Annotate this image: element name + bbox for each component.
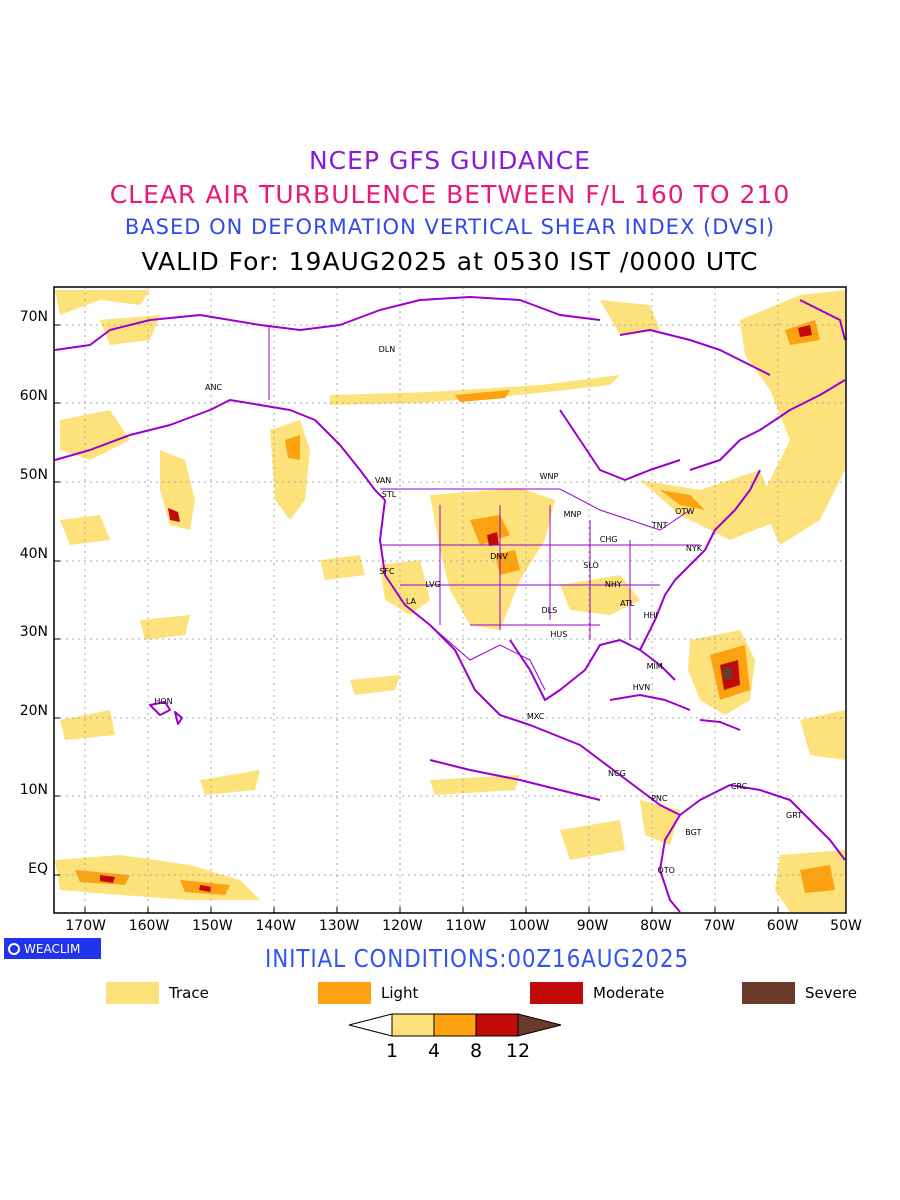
- colorbar-tick-4: 4: [427, 1040, 441, 1062]
- lon-label-90w: 90W: [576, 918, 609, 934]
- legend-swatch-trace: [106, 982, 159, 1004]
- lon-label-170w: 170W: [65, 918, 106, 934]
- legend-severe: Severe: [742, 982, 857, 1004]
- lat-label-eq: EQ: [28, 860, 48, 877]
- severe-areas: [722, 666, 733, 680]
- city-label-slo: SLO: [583, 560, 599, 570]
- city-label-nhy: NHY: [604, 579, 622, 589]
- city-label-mim: MIM: [646, 661, 663, 671]
- initial-conditions: INITIAL CONDITIONS:00Z16AUG2025: [265, 944, 689, 973]
- lon-label-140w: 140W: [255, 918, 297, 934]
- light-areas: [75, 320, 835, 895]
- city-label-tnt: TNT: [651, 520, 668, 530]
- graticule: [54, 287, 846, 913]
- city-label-lvg: LVG: [425, 579, 441, 589]
- legend-label-trace: Trace: [169, 984, 209, 1002]
- city-label-dln: DLN: [378, 344, 396, 354]
- city-label-hus: HUS: [550, 630, 568, 640]
- title-line-2: CLEAR AIR TURBULENCE BETWEEN F/L 160 TO …: [109, 180, 791, 209]
- legend-moderate: Moderate: [530, 982, 664, 1004]
- logo-circle-icon: [8, 942, 20, 955]
- legend-swatch-severe: [742, 982, 795, 1004]
- lon-label-50w: 50W: [830, 918, 862, 934]
- city-label-mnp: MNP: [563, 510, 582, 520]
- lon-label-110w: 110W: [445, 918, 487, 934]
- colorbar-tick-1: 1: [385, 1040, 399, 1062]
- lat-label-40n: 40N: [19, 545, 48, 562]
- city-label-sfc: SFC: [379, 567, 395, 577]
- lon-label-120w: 120W: [382, 918, 423, 934]
- city-label-hhi: HHI: [643, 611, 658, 621]
- map-frame: [53, 286, 847, 914]
- colorbar: [348, 1013, 562, 1037]
- moderate-areas: [100, 325, 812, 892]
- lat-label-50n: 50N: [19, 466, 48, 483]
- lat-label-30n: 30N: [19, 624, 48, 641]
- legend-trace: Trace: [106, 982, 209, 1004]
- ticks: [54, 324, 779, 913]
- city-label-qto: QTO: [657, 866, 675, 876]
- valid-time: VALID For: 19AUG2025 at 0530 IST /0000 U…: [141, 247, 759, 276]
- lon-label-160w: 160W: [128, 918, 170, 934]
- legend-swatch-light: [318, 982, 371, 1004]
- city-label-crc: CRC: [730, 782, 748, 791]
- city-label-dnv: DNV: [490, 552, 508, 562]
- city-label-mxc: MXC: [526, 711, 545, 721]
- logo-text: WEACLIM: [24, 941, 81, 956]
- city-label-nyk: NYK: [685, 544, 703, 554]
- lon-label-150w: 150W: [192, 918, 233, 934]
- title-line-1: NCEP GFS GUIDANCE: [308, 146, 591, 175]
- city-label-wnp: WNP: [539, 471, 559, 481]
- lat-label-60n: 60N: [19, 388, 48, 405]
- city-label-stl: STL: [381, 489, 397, 499]
- legend-swatch-moderate: [530, 982, 583, 1004]
- legend-light: Light: [318, 982, 418, 1004]
- city-label-dls: DLS: [541, 606, 558, 616]
- coastlines: [54, 296, 846, 913]
- colorbar-light: [433, 1013, 477, 1037]
- city-label-hon: HON: [154, 696, 173, 706]
- lat-label-10n: 10N: [19, 781, 48, 798]
- lon-label-130w: 130W: [318, 918, 360, 934]
- lon-label-70w: 70W: [703, 918, 736, 934]
- weaclim-logo: WEACLIM: [4, 938, 101, 959]
- colorbar-moderate: [475, 1013, 519, 1037]
- colorbar-tick-12: 12: [505, 1040, 531, 1062]
- city-label-ncg: NCG: [608, 769, 626, 779]
- city-label-bgt: BGT: [685, 827, 702, 837]
- city-label-otw: OTW: [675, 507, 695, 517]
- borders: [268, 325, 700, 691]
- city-label-grt: GRT: [786, 811, 803, 821]
- legend-label-severe: Severe: [805, 984, 857, 1002]
- city-label-atl: ATL: [620, 599, 635, 609]
- city-label-pnc: PNC: [651, 793, 668, 803]
- legend-label-light: Light: [381, 984, 419, 1002]
- title-line-3: BASED ON DEFORMATION VERTICAL SHEAR INDE…: [124, 215, 776, 239]
- colorbar-below: [348, 1013, 393, 1037]
- city-label-anc: ANC: [205, 382, 223, 392]
- trace-areas: [55, 290, 845, 912]
- lat-label-20n: 20N: [19, 703, 48, 720]
- city-label-chg: CHG: [599, 534, 618, 544]
- city-label-la: LA: [405, 596, 416, 606]
- lon-label-100w: 100W: [508, 918, 550, 934]
- city-label-hvn: HVN: [632, 682, 651, 692]
- lon-label-80w: 80W: [640, 918, 672, 934]
- legend-label-moderate: Moderate: [593, 984, 665, 1002]
- colorbar-trace: [391, 1013, 435, 1037]
- city-label-van: VAN: [374, 476, 392, 486]
- colorbar-tick-8: 8: [469, 1040, 483, 1062]
- colorbar-severe: [517, 1013, 562, 1037]
- lat-label-70n: 70N: [19, 309, 48, 326]
- lon-label-60w: 60W: [766, 918, 799, 934]
